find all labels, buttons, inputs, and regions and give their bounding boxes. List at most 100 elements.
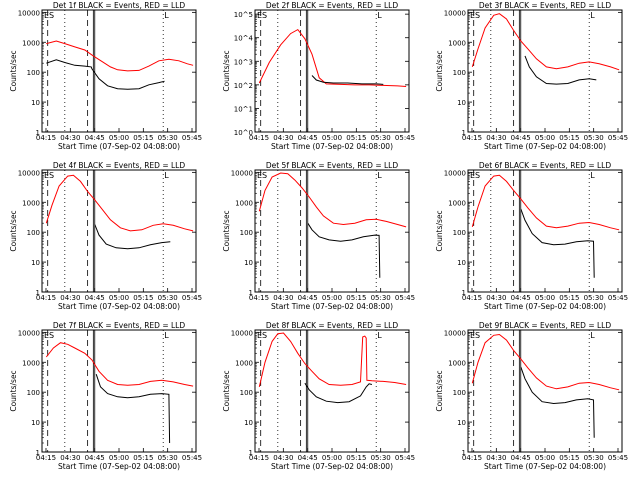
series-lld-line: [45, 174, 194, 232]
x-tick-label: 04:15: [462, 134, 482, 142]
corner-label-left: ES: [44, 171, 54, 180]
x-tick-label: 04:30: [486, 454, 506, 462]
series-events-line: [94, 224, 171, 250]
y-tick-label: 1: [249, 289, 253, 297]
y-tick-label: 1: [462, 449, 466, 457]
y-axis-label: Counts/sec: [222, 210, 231, 251]
y-tick-label: 100: [453, 389, 466, 397]
x-tick-label: 05:30: [371, 294, 391, 302]
y-tick-label: 100: [453, 69, 466, 77]
y-tick-label: 100: [240, 389, 253, 397]
chart-title: Det 3f BLACK = Events, RED = LLD: [479, 1, 612, 10]
y-tick-label: 100: [27, 229, 40, 237]
x-tick-label: 05:15: [559, 294, 579, 302]
y-tick-label: 10: [244, 259, 253, 267]
x-tick-label: 05:00: [109, 454, 129, 462]
chart-title: Det 2f BLACK = Events, RED = LLD: [266, 1, 399, 10]
x-tick-label: 04:15: [249, 134, 269, 142]
corner-label-left: ES: [470, 331, 480, 340]
series-events-line: [95, 374, 171, 444]
x-tick-label: 05:45: [182, 454, 202, 462]
y-tick-label: 100: [27, 69, 40, 77]
y-tick-label: 10^2: [234, 82, 253, 90]
x-tick-label: 05:45: [395, 454, 415, 462]
y-tick-label: 10^4: [234, 35, 254, 43]
chart-title: Det 1f BLACK = Events, RED = LLD: [53, 1, 186, 10]
x-tick-label: 05:30: [584, 454, 604, 462]
series-lld-line: [45, 342, 194, 387]
x-tick-label: 05:30: [158, 294, 178, 302]
y-tick-label: 10: [457, 419, 466, 427]
x-tick-label: 05:15: [133, 454, 153, 462]
y-tick-label: 1: [36, 289, 40, 297]
x-tick-label: 04:45: [85, 294, 105, 302]
y-tick-label: 10000: [444, 329, 466, 337]
corner-label-right: L: [590, 11, 595, 20]
y-tick-label: 10: [31, 419, 40, 427]
x-tick-label: 05:00: [322, 454, 342, 462]
y-tick-label: 100: [240, 229, 253, 237]
series-events-line: [311, 75, 384, 85]
x-axis-label: Start Time (07-Sep-02 04:08:00): [484, 142, 606, 151]
x-tick-label: 04:45: [511, 294, 531, 302]
y-tick-label: 1000: [448, 359, 466, 367]
x-tick-label: 05:45: [395, 294, 415, 302]
y-tick-label: 1: [249, 449, 253, 457]
x-tick-label: 05:15: [559, 454, 579, 462]
y-tick-label: 10000: [444, 9, 466, 17]
x-tick-label: 05:45: [182, 294, 202, 302]
series-events-line: [520, 208, 595, 278]
y-tick-label: 10: [457, 259, 466, 267]
x-tick-label: 04:30: [60, 294, 80, 302]
chart-title: Det 5f BLACK = Events, RED = LLD: [266, 161, 399, 170]
x-tick-label: 04:30: [486, 294, 506, 302]
series-events-line: [46, 59, 165, 90]
x-tick-label: 04:45: [85, 134, 105, 142]
y-axis-label: Counts/sec: [222, 50, 231, 91]
x-tick-label: 05:30: [371, 454, 391, 462]
x-tick-label: 04:30: [60, 454, 80, 462]
x-axis-label: Start Time (07-Sep-02 04:08:00): [271, 142, 393, 151]
y-tick-label: 10^3: [234, 58, 253, 66]
x-tick-label: 05:45: [395, 134, 415, 142]
x-axis-label: Start Time (07-Sep-02 04:08:00): [484, 302, 606, 311]
y-axis-label: Counts/sec: [222, 370, 231, 411]
x-tick-label: 05:00: [109, 294, 129, 302]
x-tick-label: 05:30: [158, 134, 178, 142]
y-axis-label: Counts/sec: [435, 370, 444, 411]
x-tick-label: 05:15: [559, 134, 579, 142]
x-tick-label: 05:00: [322, 294, 342, 302]
series-lld-line: [258, 28, 407, 87]
chart-title: Det 7f BLACK = Events, RED = LLD: [53, 321, 186, 330]
chart-title: Det 6f BLACK = Events, RED = LLD: [479, 161, 612, 170]
x-tick-label: 04:30: [486, 134, 506, 142]
x-tick-label: 05:45: [608, 294, 628, 302]
x-tick-label: 05:00: [109, 134, 129, 142]
x-tick-label: 04:30: [273, 294, 293, 302]
x-axis-label: Start Time (07-Sep-02 04:08:00): [58, 462, 180, 471]
x-tick-label: 04:15: [462, 454, 482, 462]
x-tick-label: 04:30: [273, 134, 293, 142]
x-tick-label: 05:00: [535, 294, 555, 302]
y-tick-label: 1: [36, 129, 40, 137]
x-tick-label: 04:15: [249, 454, 269, 462]
y-tick-label: 10000: [18, 329, 40, 337]
corner-label-right: L: [590, 331, 595, 340]
x-tick-label: 05:15: [346, 294, 366, 302]
y-tick-label: 10000: [231, 329, 253, 337]
y-tick-label: 10^5: [234, 11, 253, 19]
corner-label-left: ES: [257, 171, 267, 180]
x-axis-label: Start Time (07-Sep-02 04:08:00): [271, 462, 393, 471]
corner-label-left: ES: [44, 11, 54, 20]
x-tick-label: 05:30: [158, 454, 178, 462]
x-tick-label: 04:45: [298, 134, 318, 142]
y-tick-label: 10^1: [234, 105, 253, 113]
x-axis-label: Start Time (07-Sep-02 04:08:00): [58, 142, 180, 151]
x-tick-label: 05:00: [535, 454, 555, 462]
corner-label-right: L: [164, 171, 169, 180]
x-tick-label: 05:30: [371, 134, 391, 142]
x-tick-label: 05:00: [535, 134, 555, 142]
